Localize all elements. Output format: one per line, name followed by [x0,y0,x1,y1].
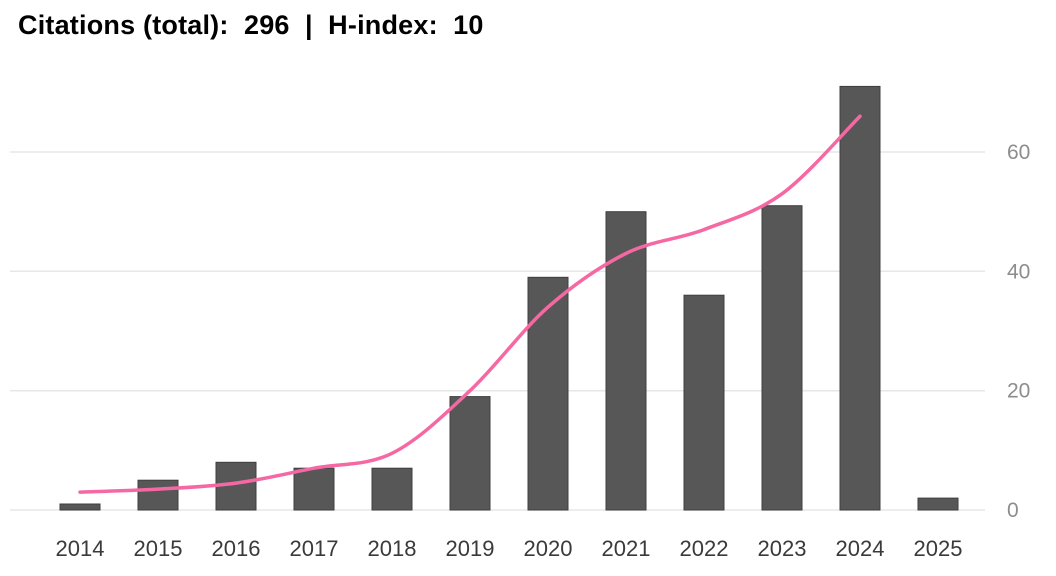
bar-2018 [371,467,413,511]
trend-line-group [78,114,862,494]
x-axis-labels-group: 2014 2015 2016 2017 2018 2019 2020 2021 2022 2023… [56,536,963,561]
gridlines-group [10,151,985,511]
y-tick-label-0: 0 [1007,499,1019,522]
x-tick-label-2024: 2024 [836,536,885,561]
x-tick-label-2022: 2022 [680,536,729,561]
chart-title: Citations (total): 296 | H-index: 10 [18,10,484,40]
y-tick-label-60: 60 [1007,141,1030,164]
y-tick-label-40: 40 [1007,260,1030,283]
y-tick-label-20: 20 [1007,380,1030,403]
x-tick-label-2015: 2015 [134,536,183,561]
x-tick-label-2018: 2018 [368,536,417,561]
bar-2023 [761,205,803,511]
bar-2024 [839,85,881,511]
x-tick-label-2020: 2020 [524,536,573,561]
bar-2025 [917,497,959,511]
bar-2015 [137,479,179,511]
bar-2019 [449,396,491,511]
x-tick-label-2021: 2021 [602,536,651,561]
x-tick-label-2025: 2025 [914,536,963,561]
bar-2022 [683,294,725,511]
bar-2020 [527,276,569,511]
y-axis-labels-group: 0 20 40 60 [1007,141,1030,522]
x-tick-label-2019: 2019 [446,536,495,561]
bars-group [59,85,959,511]
x-tick-label-2017: 2017 [290,536,339,561]
bar-2014 [59,503,101,511]
trend-line [78,114,862,494]
x-tick-label-2023: 2023 [758,536,807,561]
bar-2021 [605,211,647,511]
x-tick-label-2016: 2016 [212,536,261,561]
bar-2017 [293,467,335,511]
x-tick-label-2014: 2014 [56,536,105,561]
